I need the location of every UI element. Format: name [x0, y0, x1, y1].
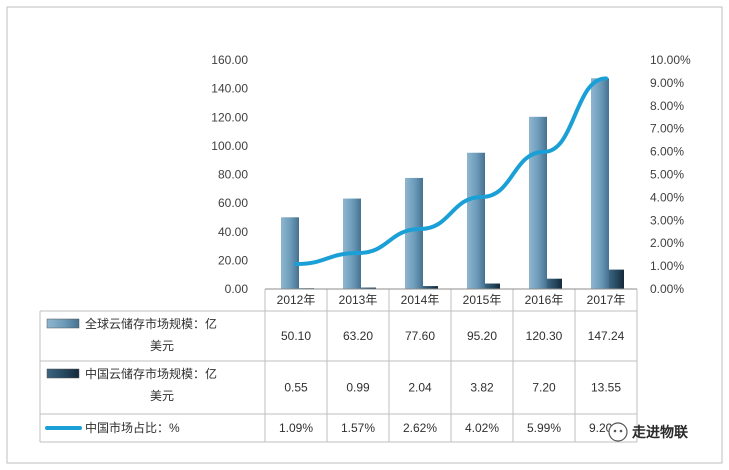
table-cell-value: 77.60 [405, 329, 435, 343]
legend-label: 美元 [150, 339, 174, 353]
y-right-tick-label: 8.00% [650, 99, 684, 113]
line-point [294, 262, 298, 266]
y-right-tick-label: 10.00% [650, 53, 691, 67]
bar-global [529, 116, 547, 290]
watermark-text: 走进物联 [632, 424, 689, 440]
line-point [356, 251, 360, 255]
table-cell-value: 13.55 [591, 381, 621, 395]
table-cell-value: 2.62% [403, 421, 437, 435]
table-cell-value: 2.04 [408, 381, 432, 395]
bar-global [591, 78, 609, 289]
bar-global [467, 152, 485, 289]
table-cell-value: 0.55 [284, 381, 308, 395]
x-category-label: 2012年 [277, 293, 316, 307]
x-category-label: 2014年 [401, 293, 440, 307]
y-left-tick-label: 160.00 [211, 53, 248, 67]
y-right-tick-label: 0.00% [650, 282, 684, 296]
y-left-tick-label: 100.00 [211, 139, 248, 153]
x-category-label: 2015年 [463, 293, 502, 307]
table-cell-value: 0.99 [346, 381, 370, 395]
legend-swatch-china [46, 368, 80, 379]
y-left-tick-label: 40.00 [218, 225, 248, 239]
bar-china [547, 278, 562, 289]
y-right-tick-label: 7.00% [650, 122, 684, 136]
table-cell-value: 5.99% [527, 421, 561, 435]
y-right-tick-label: 2.00% [650, 236, 684, 250]
y-right-tick-label: 6.00% [650, 145, 684, 159]
legend-swatch-global [46, 318, 80, 329]
watermark-icon-eye [619, 429, 623, 433]
legend-label: 中国云储存市场规模：亿 [85, 366, 217, 381]
y-right-tick-label: 4.00% [650, 190, 684, 204]
legend-label: 美元 [150, 389, 174, 403]
bar-china [485, 283, 500, 289]
y-left-tick-label: 60.00 [218, 196, 248, 210]
table-cell-value: 4.02% [465, 421, 499, 435]
y-left-tick-label: 0.00 [225, 282, 249, 296]
table-cell-value: 120.30 [526, 329, 563, 343]
chart-frame [6, 6, 723, 464]
y-left-tick-label: 120.00 [211, 110, 248, 124]
watermark-icon-eye [613, 429, 617, 433]
line-point [418, 227, 422, 231]
x-category-label: 2017年 [587, 293, 626, 307]
table-cell-value: 95.20 [467, 329, 497, 343]
table-cell-value: 1.57% [341, 421, 375, 435]
table-cell-value: 147.24 [588, 329, 625, 343]
table-cell-value: 63.20 [343, 329, 373, 343]
x-category-label: 2013年 [339, 293, 378, 307]
bar-global [405, 177, 423, 289]
line-point [542, 150, 546, 154]
line-point [604, 76, 608, 80]
y-right-tick-label: 5.00% [650, 168, 684, 182]
y-right-tick-label: 9.00% [650, 76, 684, 90]
x-category-label: 2016年 [525, 293, 564, 307]
table-cell-value: 50.10 [281, 329, 311, 343]
bar-china [609, 269, 624, 289]
legend-label: 全球云储存市场规模：亿 [85, 316, 217, 331]
bar-global [281, 217, 299, 289]
bar-china [361, 287, 376, 289]
legend-label: 中国市场占比：% [85, 420, 180, 435]
table-cell-value: 3.82 [470, 381, 494, 395]
table-cell-value: 1.09% [279, 421, 313, 435]
table-cell-value: 7.20 [532, 381, 556, 395]
y-right-tick-label: 3.00% [650, 213, 684, 227]
line-point [480, 195, 484, 199]
y-left-tick-label: 20.00 [218, 253, 248, 267]
bar-china [423, 286, 438, 289]
bar-global [343, 198, 361, 289]
y-right-tick-label: 1.00% [650, 259, 684, 273]
watermark-icon [608, 422, 628, 442]
y-left-tick-label: 140.00 [211, 82, 248, 96]
y-left-tick-label: 80.00 [218, 168, 248, 182]
